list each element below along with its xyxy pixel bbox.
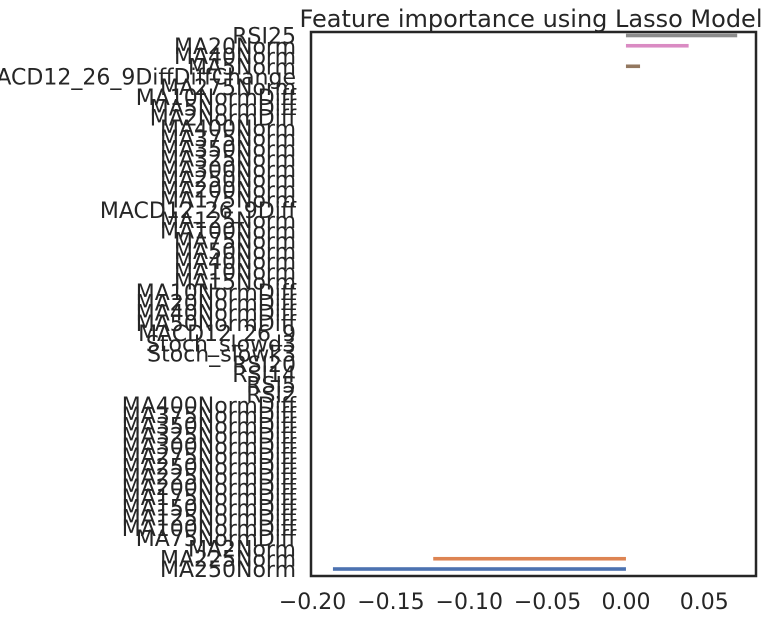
y-tick-label-10: MA375Norm bbox=[160, 127, 296, 152]
plot-frame bbox=[309, 30, 758, 578]
y-tick-label-38: MA350NormDiff bbox=[122, 414, 297, 439]
y-tick-label-47: MA125NormDiff bbox=[122, 507, 297, 532]
y-tick-label-6: MA10NormDiff bbox=[136, 86, 297, 111]
y-tick-labels: RSI25MA20NormMA40NormMA5NormMACD12_26_9D… bbox=[0, 25, 297, 584]
y-tick-label-17: MACD12_26_9Diff bbox=[100, 199, 297, 224]
bars-group bbox=[332, 33, 738, 571]
y-tick-label-27: MA40NormDiff bbox=[136, 302, 297, 327]
y-tick-label-34: RSI5 bbox=[246, 373, 296, 398]
y-tick-label-11: MA350Norm bbox=[160, 137, 296, 162]
y-tick-label-4: MACD12_26_9DiffDiffChange bbox=[0, 66, 296, 91]
y-tick-label-37: MA375NormDiff bbox=[122, 404, 297, 429]
x-tick-label-1: −0.15 bbox=[357, 590, 424, 615]
bar-0 bbox=[625, 33, 738, 38]
y-tick-label-18: MA125Norm bbox=[160, 209, 296, 234]
y-tick-label-22: MA40Norm bbox=[174, 250, 296, 275]
x-tick-label-4: 0.00 bbox=[601, 590, 650, 615]
y-tick-label-39: MA325NormDiff bbox=[122, 425, 297, 450]
y-tick-label-26: MA20NormDiff bbox=[136, 291, 297, 316]
y-tick-label-46: MA150NormDiff bbox=[122, 496, 297, 521]
y-tick-label-33: RSI14 bbox=[232, 363, 296, 388]
y-tick-label-20: MA75Norm bbox=[174, 230, 296, 255]
x-tick-label-3: −0.05 bbox=[514, 590, 581, 615]
y-tick-label-12: MA325Norm bbox=[160, 148, 296, 173]
y-tick-label-30: Stoch_slowd3 bbox=[146, 332, 296, 357]
chart-title: Feature importance using Lasso Model bbox=[300, 5, 763, 33]
x-tick-label-2: −0.10 bbox=[436, 590, 503, 615]
y-tick-label-0: RSI25 bbox=[232, 25, 296, 50]
y-tick-label-45: MA175NormDiff bbox=[122, 486, 297, 511]
y-tick-label-5: MA275Norm bbox=[160, 76, 296, 101]
y-tick-label-8: MA2NormDiff bbox=[150, 107, 297, 132]
y-tick-label-9: MA400Norm bbox=[160, 117, 296, 142]
bar-52 bbox=[332, 567, 626, 571]
y-tick-label-25: MA10NormDiff bbox=[136, 281, 297, 306]
y-tick-label-36: MA400NormDiff bbox=[122, 394, 297, 419]
y-tick-label-3: MA5Norm bbox=[188, 55, 296, 80]
y-tick-label-35: RSI2 bbox=[246, 384, 296, 409]
y-tick-label-19: MA100Norm bbox=[160, 219, 296, 244]
y-tick-label-31: Stoch_slowk3 bbox=[147, 343, 296, 368]
y-tick-label-28: MA50NormDiff bbox=[136, 312, 297, 337]
bar-3 bbox=[625, 64, 641, 69]
y-tick-label-23: MA10Norm bbox=[174, 260, 296, 285]
y-tick-label-41: MA275NormDiff bbox=[122, 445, 297, 470]
x-tick-label-0: −0.20 bbox=[279, 590, 346, 615]
y-tick-label-13: MA300Norm bbox=[160, 158, 296, 183]
y-tick-label-52: MA250Norm bbox=[160, 558, 296, 583]
y-tick-label-40: MA300NormDiff bbox=[122, 435, 297, 460]
y-tick-label-49: MA75NormDiff bbox=[136, 527, 297, 552]
y-tick-label-1: MA20Norm bbox=[174, 35, 296, 60]
y-tick-label-48: MA100NormDiff bbox=[122, 517, 297, 542]
y-tick-label-15: MA200Norm bbox=[160, 178, 296, 203]
y-tick-label-24: MA15Norm bbox=[174, 271, 296, 296]
y-tick-label-2: MA40Norm bbox=[174, 45, 296, 70]
y-tick-label-32: RSI20 bbox=[232, 353, 296, 378]
y-tick-label-51: MA225Norm bbox=[160, 548, 296, 573]
y-tick-label-7: MA5NormDiff bbox=[150, 96, 297, 121]
y-tick-label-29: MACD12_26_9 bbox=[138, 322, 296, 347]
y-tick-label-21: MA50Norm bbox=[174, 240, 296, 265]
y-tick-label-50: MA2Norm bbox=[188, 537, 296, 562]
y-tick-label-16: MA175Norm bbox=[160, 189, 296, 214]
y-tick-label-42: MA250NormDiff bbox=[122, 455, 297, 480]
y-tick-label-44: MA200NormDiff bbox=[122, 476, 297, 501]
bar-51 bbox=[433, 556, 626, 561]
x-tick-labels: −0.20 −0.15 −0.10 −0.05 0.00 0.05 bbox=[279, 590, 729, 615]
y-tick-label-14: MA250Norm bbox=[160, 168, 296, 193]
x-tick-label-5: 0.05 bbox=[680, 590, 729, 615]
bar-1 bbox=[625, 43, 689, 48]
y-tick-label-43: MA225NormDiff bbox=[122, 466, 297, 491]
